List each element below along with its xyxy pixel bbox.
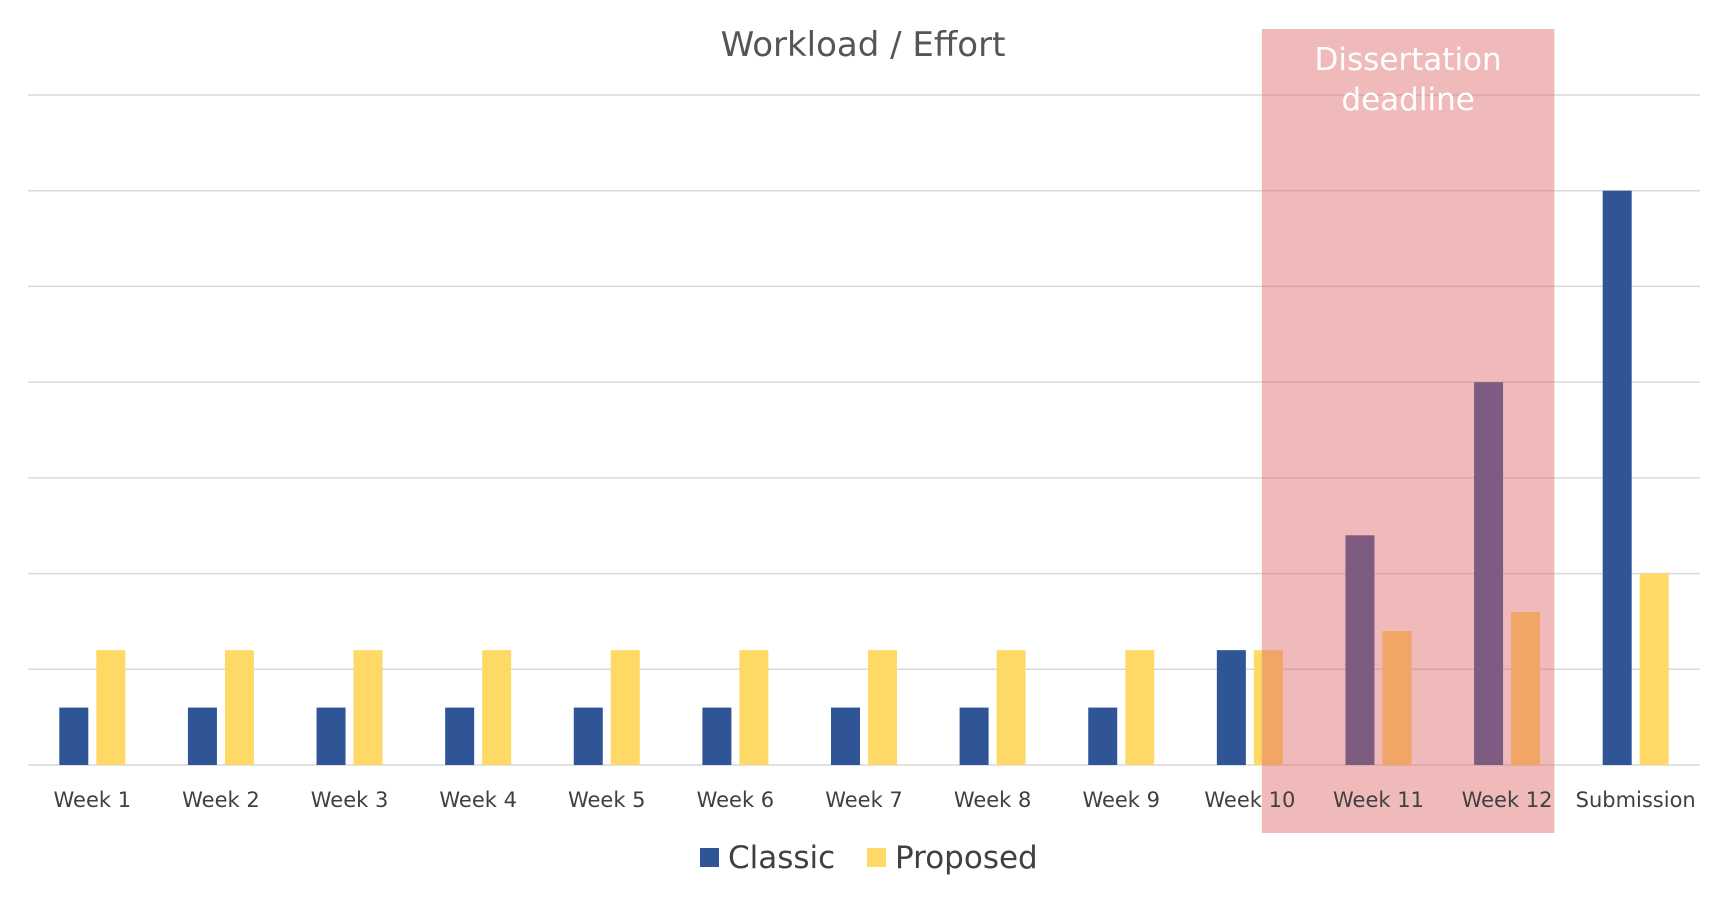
bar-classic-week-6 [702,707,732,765]
x-tick-label: Week 8 [954,788,1032,812]
bars [59,190,1669,765]
x-tick-label: Week 6 [697,788,775,812]
bar-classic-submission [1602,190,1632,765]
x-tick-label: Week 2 [182,788,260,812]
x-tick-label: Week 3 [311,788,389,812]
bar-proposed-week-5 [610,650,640,765]
x-tick-label: Week 5 [568,788,646,812]
x-tick-label: Week 10 [1204,788,1295,812]
bar-classic-week-12 [1474,382,1504,765]
x-tick-label: Week 4 [439,788,517,812]
x-tick-label: Week 7 [825,788,903,812]
legend-label-proposed: Proposed [895,840,1038,876]
bar-classic-week-8 [959,707,989,765]
deadline-annotation: Dissertation deadline [1261,29,1555,833]
bar-proposed-week-7 [868,650,897,765]
deadline-label-line-2: deadline [1341,82,1474,118]
legend-swatch-proposed [867,848,886,867]
bar-classic-week-4 [445,707,475,765]
bar-classic-week-9 [1088,707,1118,765]
bar-classic-week-2 [187,707,217,765]
bar-proposed-week-9 [1125,650,1155,765]
bar-proposed-submission [1639,573,1669,765]
x-tick-label: Week 11 [1333,788,1424,812]
bar-proposed-week-11 [1382,631,1412,765]
deadline-label-line-1: Dissertation [1315,42,1502,78]
deadline-highlight-region [1261,29,1555,833]
x-tick-label: Week 12 [1462,788,1553,812]
bar-proposed-week-6 [739,650,769,765]
bar-classic-week-10 [1216,650,1246,765]
chart-title: Workload / Effort [721,25,1006,65]
bar-proposed-week-4 [482,650,512,765]
legend-swatch-classic [700,848,719,867]
x-tick-label: Submission [1576,788,1696,812]
gridlines [28,94,1700,766]
x-tick-label: Week 1 [54,788,132,812]
bar-classic-week-11 [1345,535,1375,765]
legend: Classic Proposed [700,840,1038,876]
bar-proposed-week-1 [96,650,126,765]
bar-classic-week-7 [831,707,860,765]
bar-proposed-week-12 [1511,611,1541,765]
bar-proposed-week-3 [353,650,383,765]
bar-proposed-week-2 [224,650,254,765]
bar-classic-week-1 [59,707,89,765]
x-axis-tick-labels: Week 1 Week 2 Week 3 Week 4 Week 5 Week 6 Week… [54,788,1696,812]
bar-classic-week-3 [316,707,346,765]
bar-proposed-week-8 [996,650,1026,765]
bar-proposed-week-10 [1253,650,1283,765]
legend-label-classic: Classic [728,840,835,876]
x-tick-label: Week 9 [1082,788,1160,812]
bar-classic-week-5 [573,707,603,765]
